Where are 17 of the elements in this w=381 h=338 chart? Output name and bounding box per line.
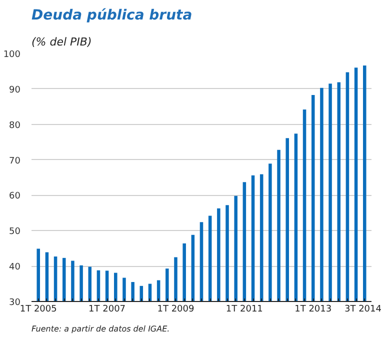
chart-subtitle: (% del PIB) — [32, 36, 92, 48]
source-note: Fuente: a partir de datos del IGAE. — [32, 324, 170, 334]
x-tick-label: 1T 2009 — [157, 304, 195, 314]
y-tick-label: 50 — [9, 227, 21, 238]
y-tick-label: 100 — [3, 50, 21, 60]
x-tick-label: 3T 2014 — [344, 304, 381, 314]
chart-title: Deuda pública bruta — [32, 8, 192, 24]
y-tick-label: 80 — [9, 120, 21, 131]
y-tick-label: 70 — [9, 156, 21, 166]
x-tick-label: 1T 2005 — [20, 304, 57, 314]
y-tick-label: 30 — [9, 298, 21, 308]
x-tick-label: 1T 2013 — [294, 304, 332, 314]
x-tick-label: 1T 2007 — [88, 304, 126, 314]
y-tick-label: 90 — [9, 85, 21, 96]
y-tick-label: 40 — [9, 262, 21, 273]
y-tick-label: 60 — [9, 192, 21, 202]
x-tick-label: 1T 2011 — [226, 304, 263, 314]
